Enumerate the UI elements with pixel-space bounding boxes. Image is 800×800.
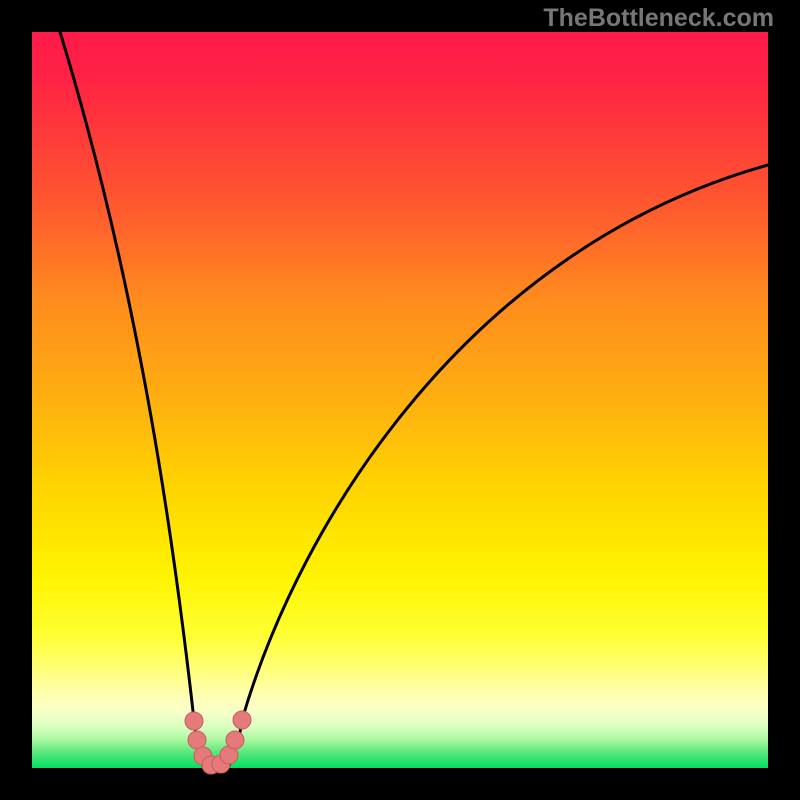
watermark-text: TheBottleneck.com (543, 4, 774, 33)
gradient-plot-area (32, 32, 768, 768)
chart-container: TheBottleneck.com (0, 0, 800, 800)
